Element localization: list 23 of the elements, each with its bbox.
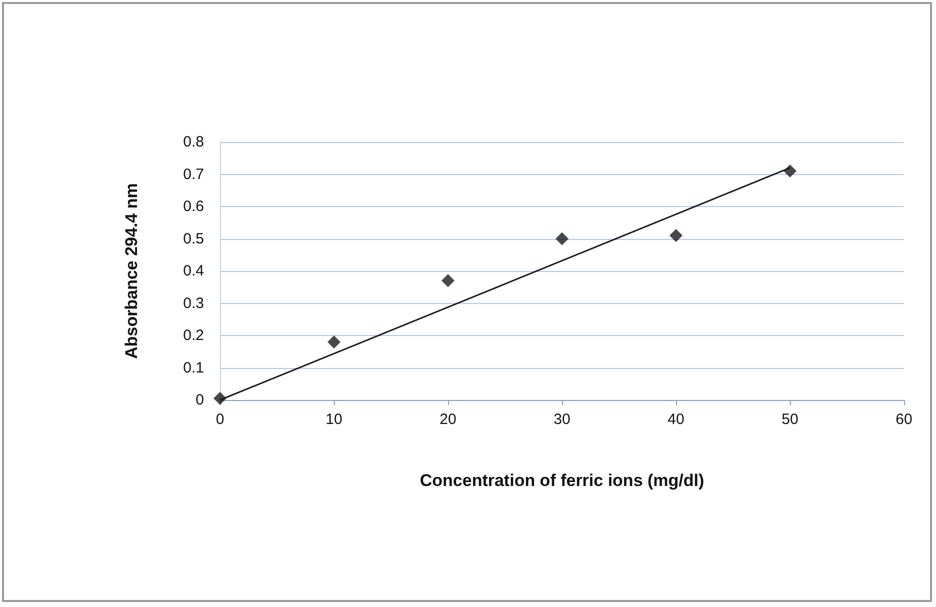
point xyxy=(670,229,682,242)
x-axis-title: Concentration of ferric ions (mg/dl) xyxy=(420,471,704,490)
y-tick-label: 0.3 xyxy=(183,294,204,312)
y-tick-label: 0.4 xyxy=(183,262,204,280)
y-tick-label: 0 xyxy=(196,392,204,408)
x-tick-label: 20 xyxy=(440,411,456,428)
y-tick-label: 0.6 xyxy=(183,198,204,215)
point xyxy=(784,164,796,178)
point xyxy=(556,232,568,246)
point xyxy=(442,274,454,288)
x-tick-label: 30 xyxy=(554,411,570,428)
y-tick-label: 0.7 xyxy=(183,166,204,183)
y-tick-label: 0.2 xyxy=(183,327,204,344)
y-tick-label: 0.1 xyxy=(183,359,204,376)
x-tick-label: 0 xyxy=(216,411,224,428)
x-tick-label: 50 xyxy=(782,411,798,428)
x-tick-label: 40 xyxy=(668,411,684,428)
x-tick-label: 10 xyxy=(326,411,342,428)
y-axis-title: Absorbance 294.4 nm xyxy=(122,183,141,359)
point xyxy=(328,335,340,348)
x-tick-label: 60 xyxy=(896,411,912,428)
y-tick-label: 0.5 xyxy=(183,230,204,248)
y-tick-label: 0.8 xyxy=(183,134,204,150)
